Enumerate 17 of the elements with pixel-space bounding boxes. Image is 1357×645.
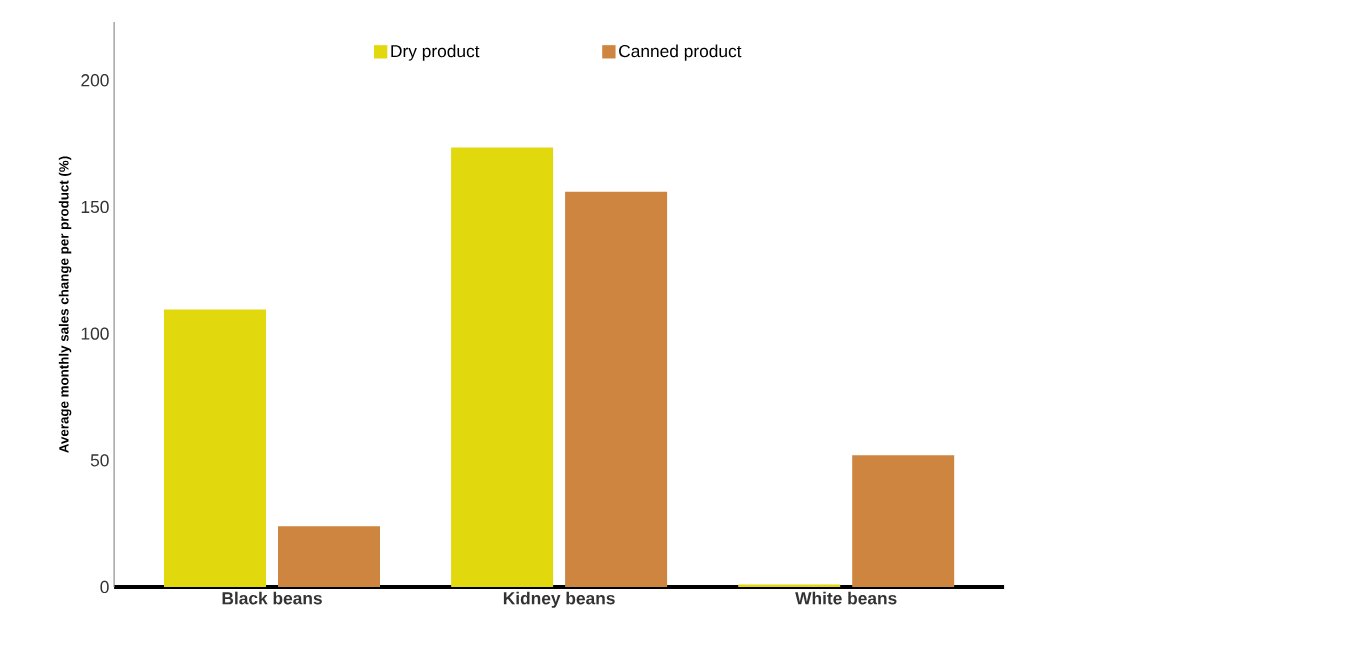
bar [852,455,955,587]
x-tick-label: Black beans [222,591,322,605]
bar [738,584,841,587]
legend-label: Dry product [391,44,480,61]
legend-label: Canned product [619,44,742,61]
x-tick-label: Kidney beans [503,591,615,608]
y-tick-label: 200 [81,74,109,87]
bar [278,526,381,587]
bar [565,191,668,587]
y-tick-label: 50 [90,454,109,467]
x-tick-label: White beans [795,591,897,605]
y-axis-title: Average monthly sales change per product (%) [58,156,72,453]
y-tick-label: 150 [81,200,109,214]
y-tick-label: 0 [100,580,109,594]
bar [451,147,554,587]
y-tick-label: 100 [81,327,109,340]
bar [164,309,267,587]
